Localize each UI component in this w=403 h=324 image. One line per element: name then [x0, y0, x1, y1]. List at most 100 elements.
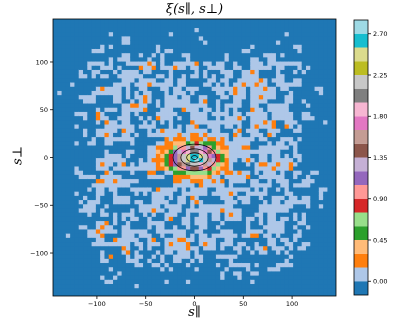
heatmap-cell	[245, 199, 251, 205]
heatmap-cell	[190, 195, 196, 201]
heatmap-cell	[228, 27, 234, 33]
heatmap-cell	[237, 203, 243, 209]
heatmap-cell	[190, 35, 196, 41]
heatmap-cell	[108, 249, 114, 255]
heatmap-cell	[245, 69, 251, 75]
heatmap-cell	[95, 287, 101, 293]
heatmap-cell	[280, 224, 286, 230]
heatmap-cell	[211, 111, 217, 117]
heatmap-cell	[134, 94, 140, 100]
heatmap-cell	[168, 128, 174, 133]
heatmap-cell	[331, 165, 336, 171]
heatmap-cell	[61, 19, 67, 24]
heatmap-cell	[160, 90, 166, 96]
heatmap-cell	[108, 19, 114, 24]
heatmap-cell	[65, 212, 71, 217]
heatmap-cell	[203, 144, 208, 150]
heatmap-cell	[305, 19, 311, 24]
heatmap-cell	[301, 249, 307, 255]
heatmap-cell	[65, 98, 71, 104]
heatmap-cell	[331, 287, 336, 293]
heatmap-cell	[143, 39, 148, 45]
heatmap-cell	[284, 128, 290, 133]
heatmap-cell	[203, 228, 208, 234]
heatmap-cell	[87, 90, 93, 96]
heatmap-cell	[87, 182, 93, 188]
heatmap-cell	[177, 56, 183, 62]
heatmap-cell	[108, 23, 114, 28]
heatmap-cell	[271, 283, 277, 289]
heatmap-cell	[190, 283, 196, 289]
heatmap-cell	[138, 228, 144, 234]
heatmap-cell	[143, 157, 148, 163]
heatmap-cell	[95, 165, 101, 171]
heatmap-cell	[173, 262, 178, 268]
heatmap-cell	[95, 65, 101, 70]
heatmap-cell	[275, 195, 281, 201]
heatmap-cell	[113, 279, 118, 285]
heatmap-cell	[61, 157, 67, 163]
heatmap-cell	[61, 275, 67, 280]
heatmap-cell	[318, 224, 324, 230]
heatmap-cell	[194, 128, 200, 133]
heatmap-cell	[331, 224, 336, 230]
heatmap-cell	[87, 170, 93, 175]
heatmap-cell	[263, 94, 268, 100]
heatmap-cell	[130, 212, 136, 217]
heatmap-cell	[185, 115, 191, 121]
heatmap-cell	[125, 65, 131, 70]
heatmap-cell	[155, 228, 161, 234]
heatmap-cell	[275, 128, 281, 133]
heatmap-cell	[155, 73, 161, 79]
heatmap-cell	[327, 119, 333, 125]
heatmap-cell	[280, 136, 286, 142]
heatmap-cell	[164, 140, 170, 146]
heatmap-cell	[83, 165, 88, 171]
heatmap-cell	[327, 291, 333, 296]
heatmap-cell	[228, 111, 234, 117]
heatmap-cell	[125, 119, 131, 125]
heatmap-cell	[134, 207, 140, 213]
heatmap-cell	[61, 212, 67, 217]
heatmap-cell	[83, 65, 88, 70]
heatmap-cell	[61, 186, 67, 192]
heatmap-cell	[130, 136, 136, 142]
heatmap-cell	[194, 228, 200, 234]
heatmap-cell	[258, 165, 264, 171]
heatmap-cell	[125, 157, 131, 163]
heatmap-cell	[211, 69, 217, 75]
heatmap-cell	[198, 161, 204, 167]
heatmap-cell	[91, 27, 97, 33]
heatmap-cell	[241, 186, 247, 192]
heatmap-cell	[130, 86, 136, 91]
heatmap-cell	[305, 182, 311, 188]
heatmap-cell	[211, 39, 217, 45]
heatmap-cell	[95, 199, 101, 205]
heatmap-cell	[211, 31, 217, 37]
heatmap-cell	[78, 119, 84, 125]
heatmap-cell	[293, 90, 299, 96]
heatmap-cell	[280, 233, 286, 238]
heatmap-cell	[57, 94, 63, 100]
heatmap-cell	[125, 287, 131, 293]
heatmap-cell	[237, 27, 243, 33]
heatmap-cell	[143, 140, 148, 146]
heatmap-cell	[280, 119, 286, 125]
heatmap-cell	[113, 77, 118, 83]
heatmap-cell	[310, 228, 316, 234]
heatmap-cell	[293, 245, 299, 251]
heatmap-cell	[275, 186, 281, 192]
heatmap-cell	[271, 266, 277, 272]
heatmap-cell	[275, 182, 281, 188]
heatmap-cell	[74, 23, 80, 28]
heatmap-cell	[168, 119, 174, 125]
heatmap-cell	[331, 102, 336, 108]
heatmap-cell	[53, 39, 58, 45]
heatmap-cell	[203, 136, 208, 142]
heatmap-cell	[271, 94, 277, 100]
heatmap-cell	[305, 73, 311, 79]
heatmap-cell	[327, 241, 333, 247]
heatmap-cell	[215, 52, 221, 58]
heatmap-cell	[254, 94, 260, 100]
contour-ring	[191, 155, 198, 160]
